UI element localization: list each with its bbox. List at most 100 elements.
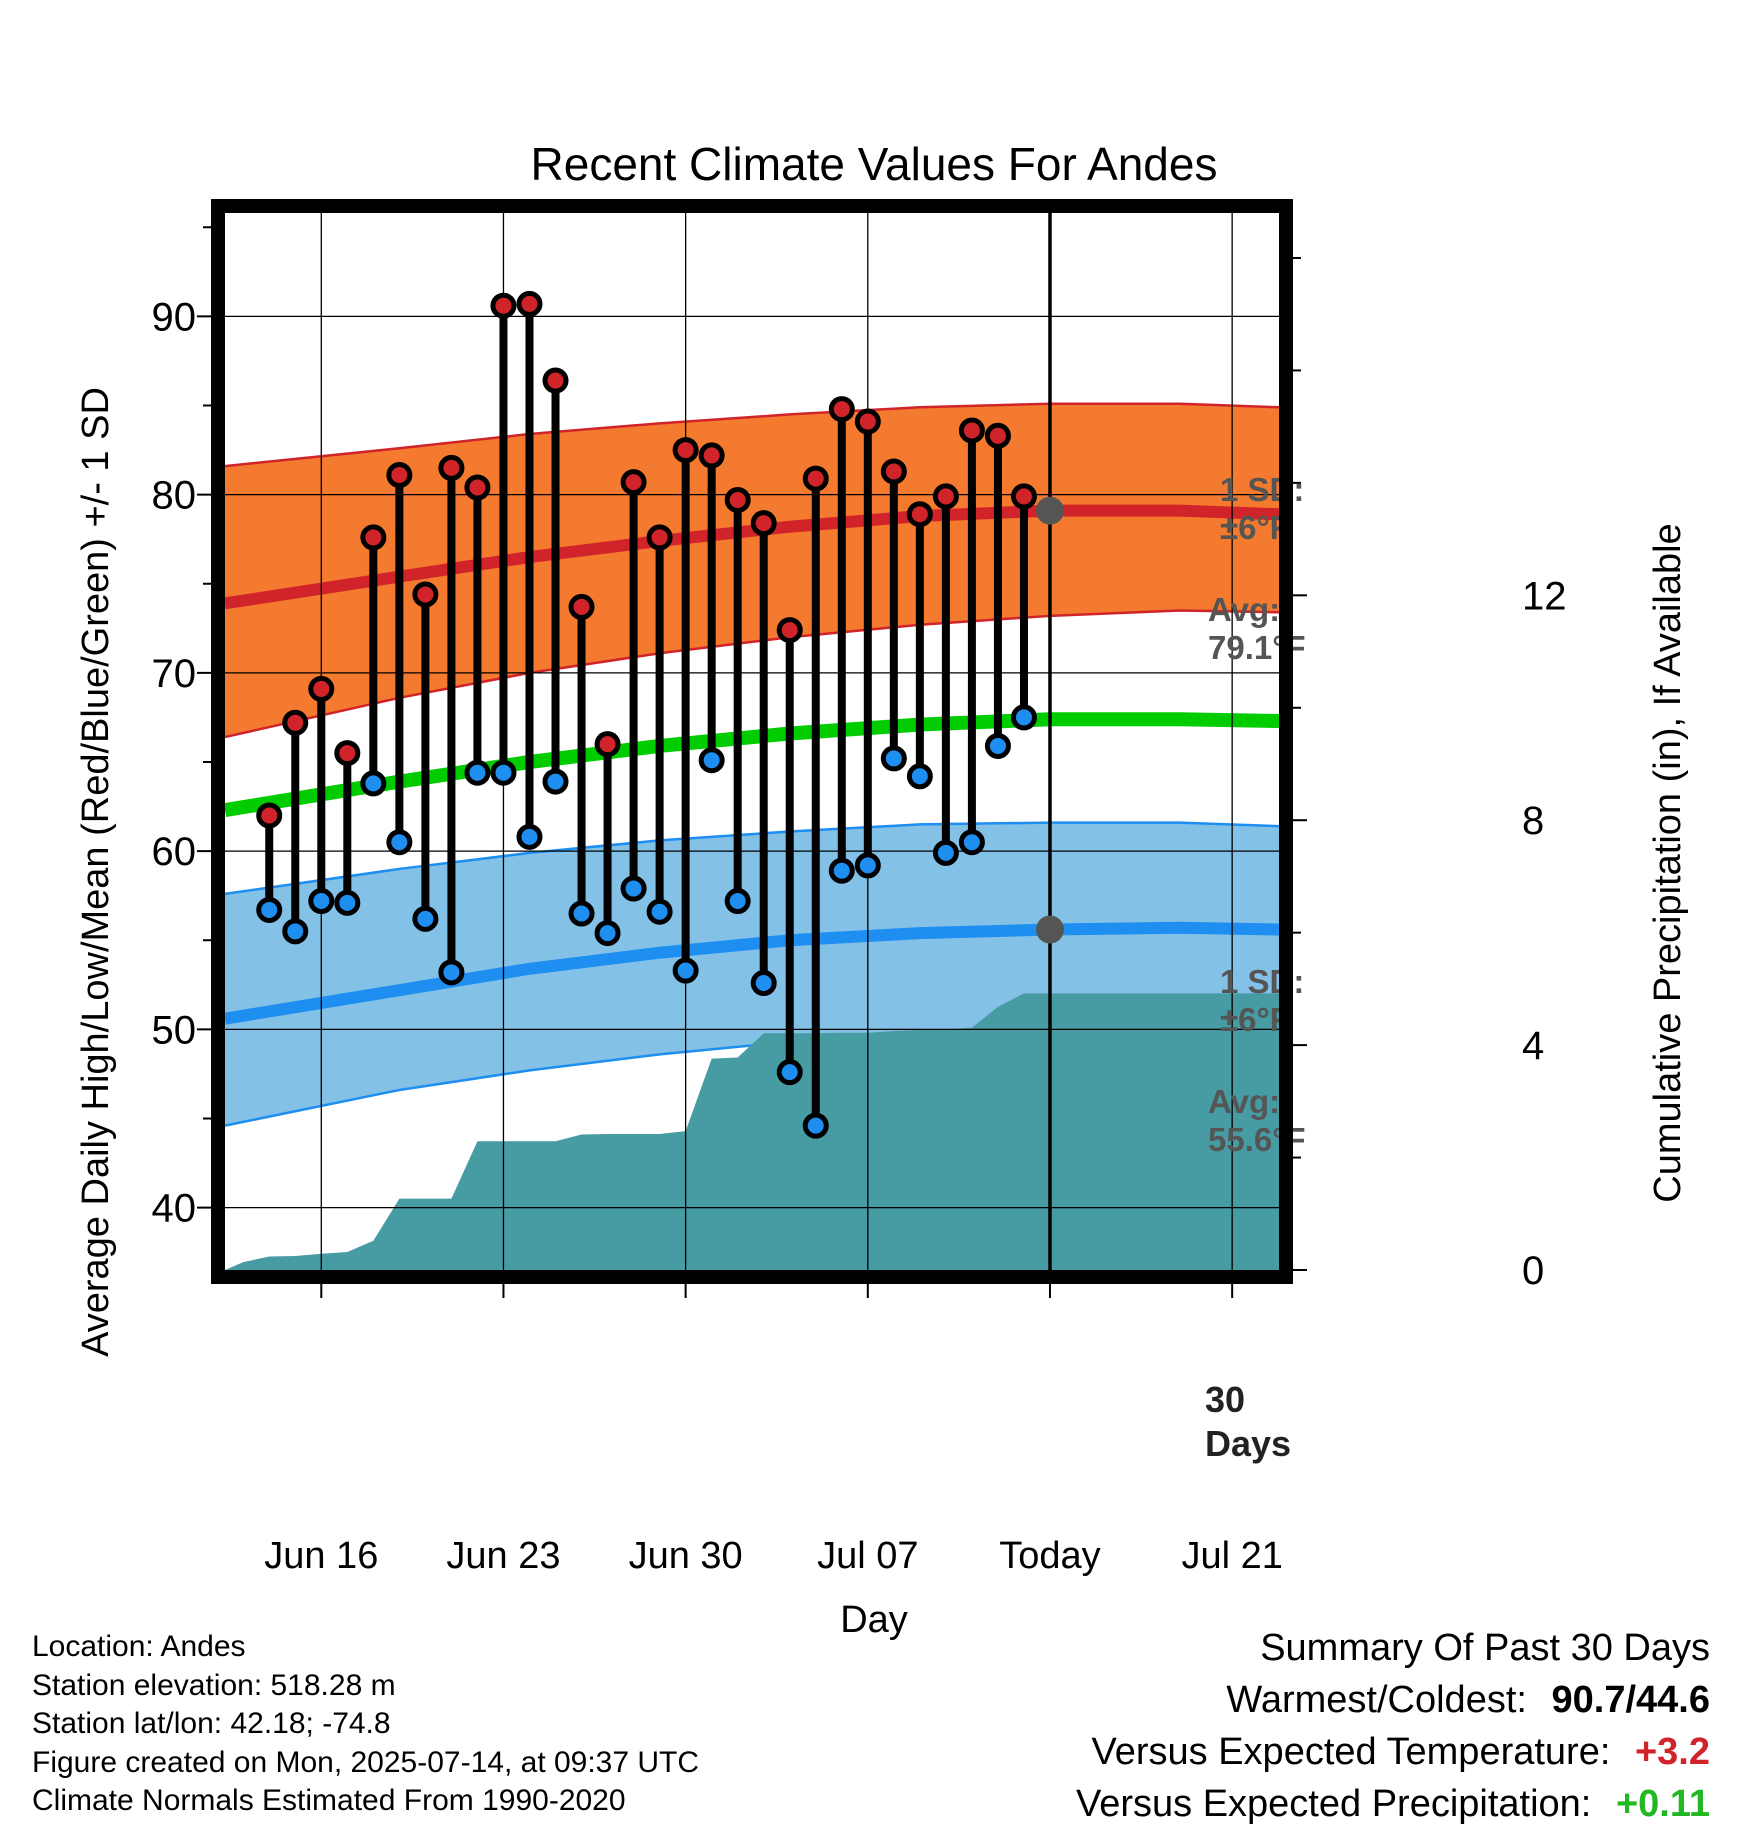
high-point xyxy=(698,442,725,469)
low-point xyxy=(542,768,569,795)
high-point xyxy=(542,367,569,394)
high-normal-line xyxy=(225,504,1279,610)
high-point xyxy=(932,483,959,510)
high-point xyxy=(282,709,309,736)
low-sd-band xyxy=(225,822,1279,1126)
low-point xyxy=(698,747,725,774)
low-point xyxy=(334,889,361,916)
high-avg-marker xyxy=(1035,496,1064,525)
high-point xyxy=(958,417,985,444)
precipitation-area xyxy=(225,993,1279,1270)
high-sd-band-upper-edge xyxy=(225,402,1279,468)
low-point xyxy=(958,829,985,856)
high-sd-band xyxy=(225,403,1279,738)
x-tick-label: Jun 16 xyxy=(264,1535,378,1577)
high-point xyxy=(880,458,907,485)
high-point xyxy=(308,675,335,702)
x-tick-label: Today xyxy=(999,1535,1100,1577)
x-tick-label: Jun 30 xyxy=(629,1535,743,1577)
low-point xyxy=(256,896,283,923)
y-left-tick-label: 90 xyxy=(152,295,197,339)
low-point xyxy=(282,918,309,945)
low-avg-label: Avg: 55.6°F xyxy=(1208,1083,1306,1158)
low-point xyxy=(906,763,933,790)
low-point xyxy=(672,957,699,984)
days-label: 30 Days xyxy=(1205,1379,1291,1464)
low-point xyxy=(568,900,595,927)
summary-heading: Summary Of Past 30 Days xyxy=(1260,1627,1710,1669)
y-right-tick-label: 8 xyxy=(1522,799,1544,843)
station-info: Location: Andes Station elevation: 518.2… xyxy=(32,1628,699,1821)
warm-cold-value: 90.7/44.6 xyxy=(1551,1679,1710,1721)
high-point xyxy=(854,408,881,435)
y-right-axis-label: Cumulative Precipitation (in), If Availa… xyxy=(1647,523,1689,1202)
high-point xyxy=(906,501,933,528)
y-left-tick-label: 80 xyxy=(152,474,197,518)
chart-title: Recent Climate Values For Andes xyxy=(531,138,1218,190)
high-point xyxy=(672,437,699,464)
low-point xyxy=(620,875,647,902)
low-point xyxy=(438,959,465,986)
high-point xyxy=(646,524,673,551)
high-point xyxy=(516,290,543,317)
x-tick-label: Jun 23 xyxy=(446,1535,560,1577)
plot-area xyxy=(225,213,1279,1270)
low-point xyxy=(646,898,673,925)
high-point xyxy=(256,802,283,829)
y-left-axis-label: Average Daily High/Low/Mean (Red/Blue/Gr… xyxy=(75,387,117,1357)
y-left-tick-label: 70 xyxy=(152,652,197,696)
temp-value: +3.2 xyxy=(1634,1731,1710,1773)
low-point xyxy=(516,823,543,850)
y-left-tick-label: 50 xyxy=(152,1008,197,1052)
high-point xyxy=(828,396,855,423)
x-tick-label: Jul 21 xyxy=(1181,1535,1282,1577)
mean-normal-line xyxy=(225,712,1279,818)
precip-value: +0.11 xyxy=(1615,1783,1710,1825)
temp-label: Versus Expected Temperature: xyxy=(1091,1731,1611,1773)
low-point xyxy=(828,857,855,884)
y-left-tick-label: 60 xyxy=(152,830,197,874)
x-axis-label: Day xyxy=(840,1599,908,1641)
low-point xyxy=(750,970,777,997)
location-text: Location: Andes xyxy=(32,1630,246,1663)
low-point xyxy=(1010,704,1037,731)
elevation-text: Station elevation: 518.28 m xyxy=(32,1668,396,1702)
low-point xyxy=(724,888,751,915)
summary-warm-cold: Warmest/Coldest: 90.7/44.6 xyxy=(1076,1674,1710,1726)
low-point xyxy=(984,732,1011,759)
high-point xyxy=(750,510,777,537)
summary-temp: Versus Expected Temperature: +3.2 xyxy=(1076,1726,1710,1778)
low-point xyxy=(464,759,491,786)
low-avg-marker xyxy=(1035,915,1064,944)
latlon-text: Station lat/lon: 42.18; -74.8 xyxy=(32,1707,391,1740)
y-right-tick-label: 12 xyxy=(1522,574,1567,618)
high-point xyxy=(776,617,803,644)
warm-cold-label: Warmest/Coldest: xyxy=(1226,1679,1527,1721)
high-point xyxy=(802,465,829,492)
high-point xyxy=(360,524,387,551)
high-point xyxy=(1010,483,1037,510)
y-right-tick-label: 4 xyxy=(1522,1024,1544,1068)
high-point xyxy=(984,422,1011,449)
low-point xyxy=(880,745,907,772)
low-point xyxy=(490,759,517,786)
low-point xyxy=(854,852,881,879)
high-point xyxy=(334,740,361,767)
created-text: Figure created on Mon, 2025-07-14, at 09… xyxy=(32,1745,700,1779)
high-point xyxy=(724,486,751,513)
low-point xyxy=(360,770,387,797)
high-point xyxy=(412,581,439,608)
low-point xyxy=(594,920,621,947)
high-point xyxy=(620,469,647,496)
high-point xyxy=(594,731,621,758)
summary-precip: Versus Expected Precipitation: +0.11 xyxy=(1076,1778,1710,1830)
low-point xyxy=(776,1059,803,1086)
summary-panel: Summary Of Past 30 Days Warmest/Coldest:… xyxy=(1076,1622,1710,1830)
high-point xyxy=(386,462,413,489)
high-point xyxy=(490,292,517,319)
precip-label: Versus Expected Precipitation: xyxy=(1075,1783,1592,1825)
normals-text: Climate Normals Estimated From 1990-2020 xyxy=(32,1784,626,1817)
y-right-tick-label: 0 xyxy=(1522,1249,1544,1293)
high-point xyxy=(438,454,465,481)
